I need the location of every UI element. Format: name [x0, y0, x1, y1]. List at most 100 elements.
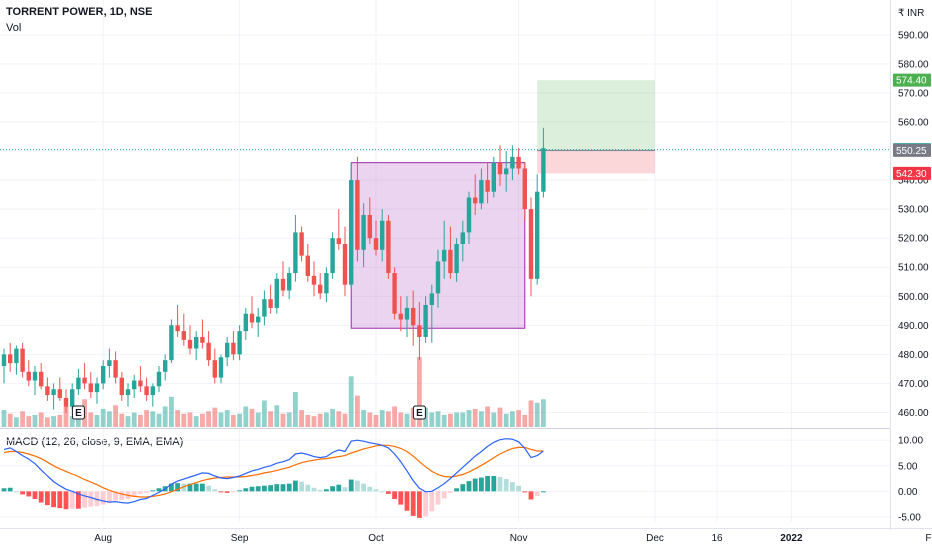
candle-body[interactable]	[324, 273, 329, 294]
candle-body[interactable]	[380, 220, 385, 250]
candle-body[interactable]	[361, 214, 366, 250]
candle-body[interactable]	[194, 336, 199, 349]
candle-body[interactable]	[231, 342, 236, 355]
candle-body[interactable]	[26, 371, 31, 381]
volume-legend[interactable]: Vol	[6, 22, 22, 34]
candle-body[interactable]	[429, 293, 434, 305]
candle-body[interactable]	[51, 389, 56, 396]
candle-body[interactable]	[268, 299, 273, 308]
candle-body[interactable]	[262, 299, 267, 317]
candle-body[interactable]	[206, 342, 211, 361]
candle-body[interactable]	[454, 244, 459, 274]
candle-body[interactable]	[293, 232, 298, 274]
candle-body[interactable]	[57, 389, 62, 398]
candle-body[interactable]	[20, 348, 25, 372]
candle-body[interactable]	[101, 366, 106, 384]
candle-body[interactable]	[1, 354, 7, 366]
candle-body[interactable]	[404, 307, 410, 320]
candle-body[interactable]	[32, 371, 38, 381]
candle-body[interactable]	[442, 249, 447, 262]
candle-body[interactable]	[107, 360, 112, 366]
candle-body[interactable]	[150, 386, 155, 396]
macd-axis-tick: -5.00	[898, 512, 921, 523]
candle-body[interactable]	[466, 197, 472, 233]
earnings-badge[interactable]	[71, 405, 85, 420]
candle-body[interactable]	[119, 377, 124, 396]
candle-body[interactable]	[249, 313, 255, 323]
candle-body[interactable]	[218, 357, 224, 378]
candle-body[interactable]	[138, 380, 143, 387]
candle-body[interactable]	[113, 360, 118, 378]
candle-body[interactable]	[504, 168, 509, 175]
candle-body[interactable]	[200, 336, 205, 343]
long-position-stop-zone[interactable]	[537, 150, 655, 174]
candle-body[interactable]	[522, 168, 527, 210]
candle-body[interactable]	[485, 180, 490, 192]
volume-bar	[162, 406, 168, 427]
candle-body[interactable]	[8, 354, 13, 364]
candle-body[interactable]	[398, 313, 403, 320]
candle-body[interactable]	[212, 360, 217, 378]
candle-body[interactable]	[423, 305, 428, 337]
candle-body[interactable]	[373, 238, 379, 250]
candle-body[interactable]	[287, 273, 292, 291]
long-position-target-zone[interactable]	[537, 80, 655, 151]
candle-body[interactable]	[94, 383, 100, 393]
candle-body[interactable]	[473, 197, 478, 204]
candle-body[interactable]	[305, 255, 310, 276]
candle-body[interactable]	[187, 339, 193, 349]
candle-body[interactable]	[355, 180, 360, 250]
candle-body[interactable]	[460, 232, 465, 244]
candle-body[interactable]	[386, 220, 391, 274]
macd-histogram-bar	[541, 491, 546, 493]
candle-body[interactable]	[169, 325, 174, 361]
candle-body[interactable]	[367, 214, 372, 239]
candle-body[interactable]	[435, 261, 441, 294]
candle-body[interactable]	[256, 316, 261, 323]
candle-body[interactable]	[175, 325, 180, 332]
candle-body[interactable]	[497, 162, 503, 175]
candle-body[interactable]	[448, 249, 453, 274]
candle-body[interactable]	[237, 331, 242, 355]
candle-body[interactable]	[411, 307, 416, 326]
candle-body[interactable]	[88, 383, 93, 393]
candle-body[interactable]	[392, 273, 397, 314]
candle-body[interactable]	[225, 342, 230, 358]
candle-body[interactable]	[280, 278, 286, 291]
candle-body[interactable]	[491, 162, 496, 192]
candle-body[interactable]	[125, 389, 131, 396]
candle-body[interactable]	[299, 232, 304, 256]
candle-body[interactable]	[516, 156, 521, 169]
candle-body[interactable]	[70, 389, 75, 407]
candle-body[interactable]	[243, 313, 248, 332]
macd-legend[interactable]: MACD (12, 26, close, 9, EMA, EMA)	[6, 436, 184, 448]
candle-body[interactable]	[82, 377, 87, 384]
earnings-badge[interactable]	[412, 405, 426, 420]
candle-body[interactable]	[330, 238, 335, 274]
candle-body[interactable]	[318, 284, 323, 294]
candle-body[interactable]	[63, 397, 69, 407]
candle-body[interactable]	[336, 238, 341, 244]
candle-body[interactable]	[311, 275, 317, 285]
candle-body[interactable]	[528, 209, 534, 279]
candle-body[interactable]	[39, 371, 44, 387]
candle-body[interactable]	[535, 191, 540, 279]
candle-body[interactable]	[417, 325, 422, 337]
candle-body[interactable]	[349, 180, 354, 285]
candle-body[interactable]	[274, 278, 279, 308]
candle-body[interactable]	[342, 244, 348, 285]
candle-body[interactable]	[181, 331, 186, 340]
candle-body[interactable]	[541, 148, 546, 192]
candle-body[interactable]	[479, 180, 484, 204]
macd-line[interactable]	[3, 438, 544, 504]
candle-body[interactable]	[132, 380, 137, 390]
candle-body[interactable]	[76, 377, 81, 390]
candle-body[interactable]	[510, 156, 515, 169]
candle-body[interactable]	[163, 360, 168, 372]
candle-body[interactable]	[144, 386, 149, 396]
candle-body[interactable]	[156, 371, 162, 387]
volume-bar	[324, 412, 329, 427]
candle-body[interactable]	[45, 386, 50, 396]
candle-body[interactable]	[14, 348, 19, 364]
